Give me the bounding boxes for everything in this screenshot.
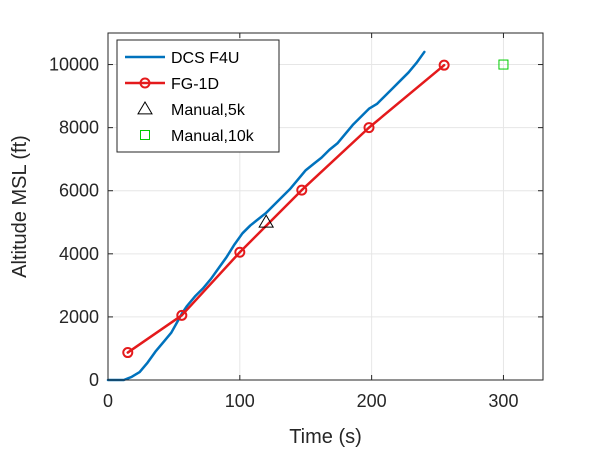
legend-item-fg-1d: FG-1D xyxy=(125,76,219,93)
series-fg-1d xyxy=(122,59,450,359)
series-line-fg-1d xyxy=(126,63,446,354)
legend: DCS F4U FG-1D Manual,5k Manual,10k xyxy=(116,39,280,153)
x-tick-label: 100 xyxy=(225,391,255,411)
legend-item-dcs-f4u: DCS F4U xyxy=(125,50,239,67)
data-point-fg-1d xyxy=(363,122,375,134)
data-point-manual-5k xyxy=(258,214,275,228)
legend-label: Manual,5k xyxy=(171,102,246,119)
legend-swatch-marker xyxy=(137,101,153,115)
x-tick-label: 200 xyxy=(357,391,387,411)
y-axis-label: Altitude MSL (ft) xyxy=(9,135,31,278)
legend-item-manual-5k: Manual,5k xyxy=(137,101,246,119)
x-tick-label: 0 xyxy=(103,391,113,411)
data-point-manual-10k xyxy=(498,59,509,70)
legend-swatch-marker xyxy=(139,77,151,89)
legend-label: FG-1D xyxy=(171,76,219,93)
data-point-fg-1d xyxy=(176,309,188,321)
x-axis-label: Time (s) xyxy=(289,426,362,448)
series-line-dcs-f4u xyxy=(106,50,426,382)
y-tick-label: 10000 xyxy=(49,55,99,75)
data-point-fg-1d xyxy=(438,59,450,71)
plot-frame xyxy=(107,32,544,381)
legend-label: DCS F4U xyxy=(171,50,239,67)
y-tick-label: 6000 xyxy=(59,181,99,201)
y-tick-label: 2000 xyxy=(59,307,99,327)
legend-item-manual-10k: Manual,10k xyxy=(140,128,255,145)
data-point-fg-1d xyxy=(234,246,246,258)
data-point-fg-1d xyxy=(296,184,308,196)
axis-ticks: 0 100 200 300 0 2000 4000 6000 8000 10000 xyxy=(49,33,543,411)
legend-label: Manual,10k xyxy=(171,128,255,145)
legend-swatch-marker xyxy=(140,130,150,140)
y-tick-label: 8000 xyxy=(59,118,99,138)
y-tick-label: 4000 xyxy=(59,244,99,264)
series-dcs-f4u xyxy=(106,50,426,382)
series-manual-10k xyxy=(498,59,509,70)
x-tick-label: 300 xyxy=(488,391,518,411)
data-point-fg-1d xyxy=(122,347,134,359)
series-manual-5k xyxy=(258,214,275,228)
y-tick-label: 0 xyxy=(89,370,99,390)
legend-box xyxy=(116,39,280,153)
plot-series xyxy=(106,50,509,382)
